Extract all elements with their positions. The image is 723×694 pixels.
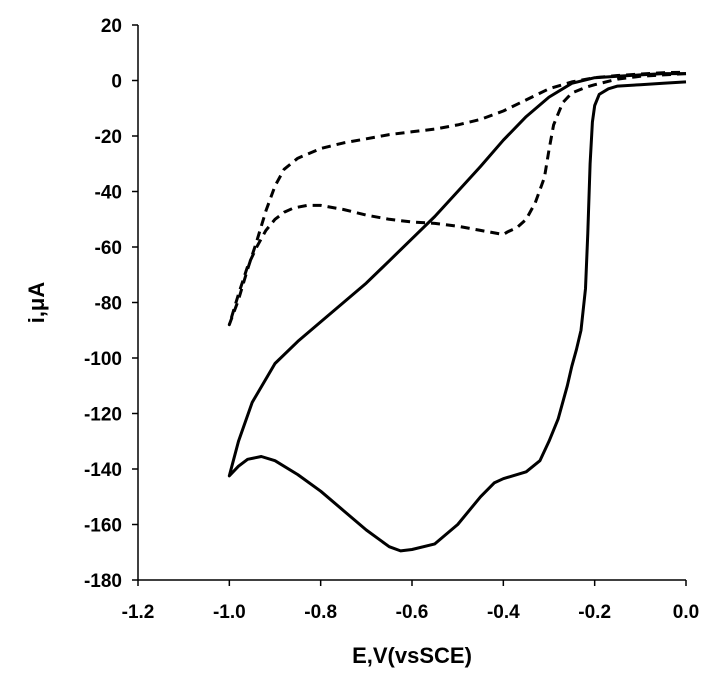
y-tick-label: -120	[84, 405, 122, 426]
x-axis-title: E,V(vsSCE)	[352, 643, 472, 668]
x-tick-label: -1.2	[122, 602, 155, 623]
y-axis-title: i,μA	[24, 282, 49, 324]
y-tick-label: 0	[111, 72, 122, 93]
y-tick-label: -20	[95, 127, 122, 148]
x-ticks: -1.2 -1.0 -0.8 -0.6 -0.4 -0.2 0.0	[122, 580, 699, 623]
x-tick-label: -0.4	[487, 602, 520, 623]
y-tick-label: -80	[95, 294, 122, 315]
y-tick-label: -40	[95, 183, 122, 204]
y-tick-label: -160	[84, 516, 122, 537]
x-tick-label: -0.8	[304, 602, 337, 623]
x-tick-label: -1.0	[213, 602, 246, 623]
y-tick-label: 20	[101, 16, 122, 37]
series-dashed-line	[227, 70, 687, 327]
axes	[137, 25, 686, 581]
y-tick-label: -140	[84, 460, 122, 481]
x-tick-label: -0.6	[396, 602, 429, 623]
series-layer	[227, 70, 687, 553]
y-tick-label: -60	[95, 238, 122, 259]
x-tick-label: -0.2	[578, 602, 611, 623]
y-tick-label: -100	[84, 349, 122, 370]
y-tick-label: -180	[84, 571, 122, 592]
y-ticks: 20 0 -20 -40 -60 -80 -100 -120 -140 -160 -180	[84, 16, 138, 592]
series-solid-line	[227, 72, 687, 553]
x-tick-label: 0.0	[673, 602, 699, 623]
